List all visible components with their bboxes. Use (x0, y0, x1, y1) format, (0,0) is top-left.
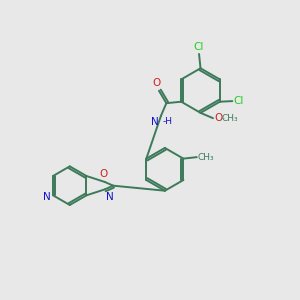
Text: N: N (106, 192, 113, 202)
Text: Cl: Cl (194, 42, 204, 52)
Text: CH₃: CH₃ (198, 153, 214, 162)
Text: N: N (152, 118, 159, 128)
Text: methyl: methyl (221, 118, 226, 119)
Text: N: N (43, 192, 51, 202)
Text: O: O (152, 78, 161, 88)
Text: O: O (100, 169, 108, 179)
Text: Cl: Cl (234, 96, 244, 106)
Text: CH₃: CH₃ (221, 114, 238, 123)
Text: -H: -H (163, 118, 173, 127)
Text: O: O (214, 113, 222, 123)
